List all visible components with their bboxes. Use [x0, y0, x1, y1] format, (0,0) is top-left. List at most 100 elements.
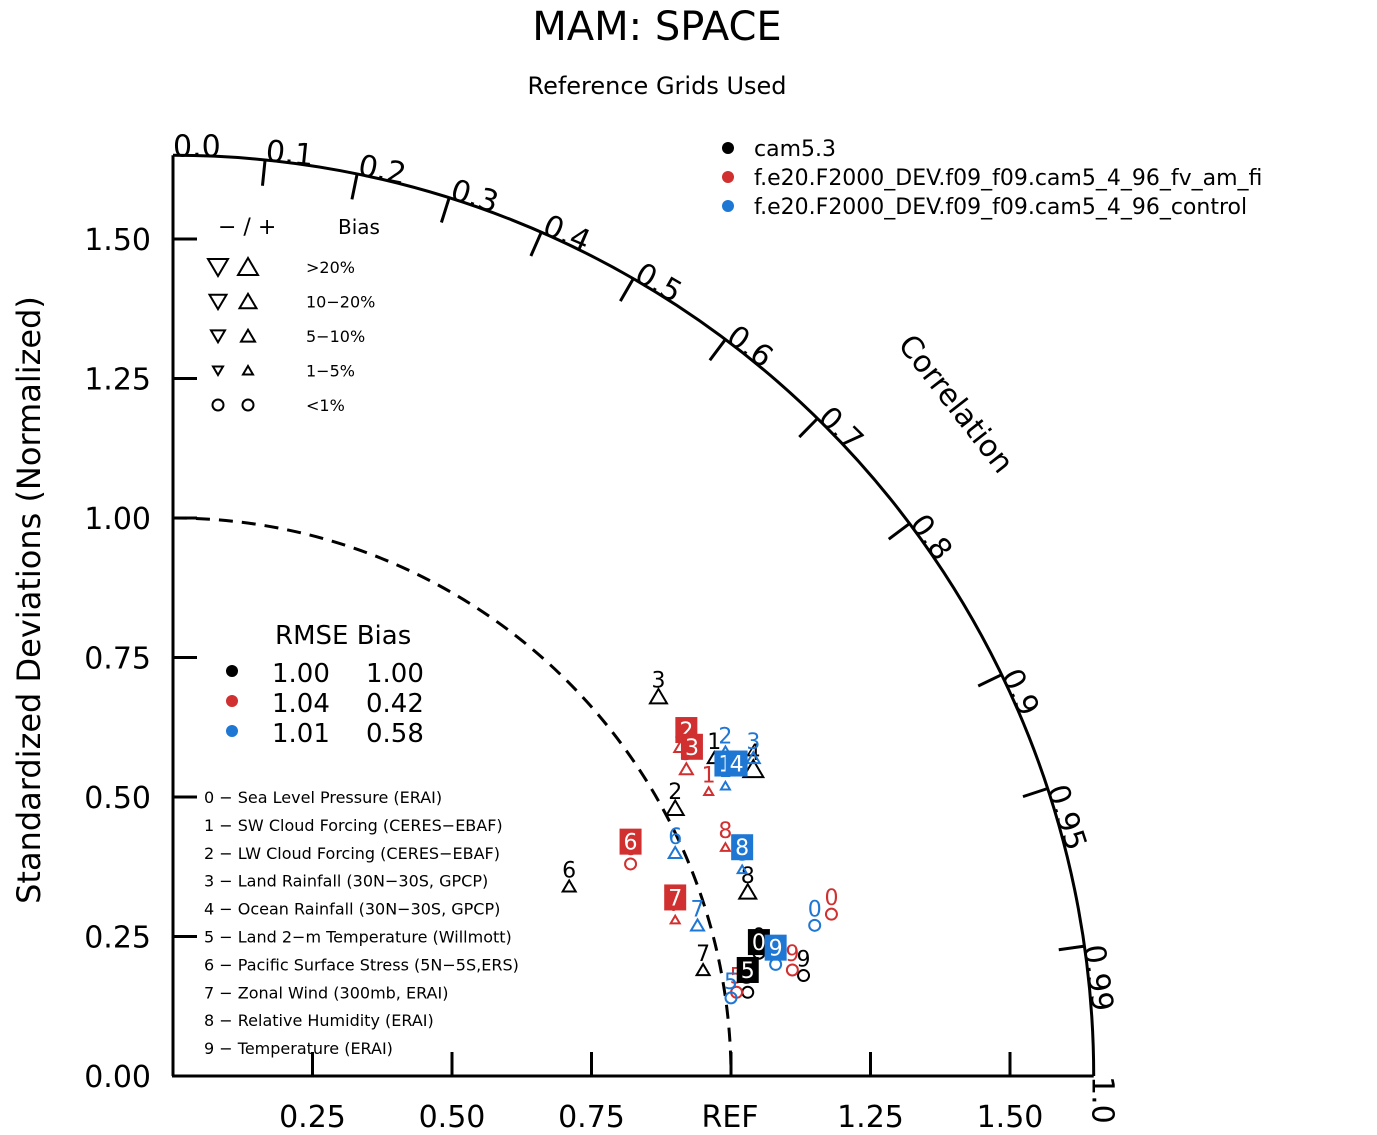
- bias-value: 0.42: [366, 689, 424, 719]
- variable-item: 9 − Temperature (ERAI): [204, 1039, 393, 1058]
- data-marker: [560, 878, 578, 893]
- data-label: 3: [746, 730, 760, 755]
- data-marker: [724, 991, 738, 1005]
- correlation-tick: [529, 231, 543, 257]
- correlation-tick-label: 1.0: [1085, 1076, 1120, 1124]
- data-label: 0: [808, 897, 822, 922]
- bias-value: 1.00: [366, 659, 424, 689]
- data-marker: [624, 857, 638, 871]
- rmse-marker: [226, 695, 238, 707]
- correlation-tick: [708, 338, 727, 362]
- highlight-box: [731, 834, 754, 861]
- legend-marker: [722, 142, 734, 154]
- data-marker: [668, 913, 682, 925]
- y-tick-label: 0.75: [84, 642, 151, 677]
- data-label: 1: [707, 730, 721, 755]
- y-tick-label: 0.25: [84, 921, 151, 956]
- ref-label: REF: [701, 1100, 758, 1135]
- data-label: 1: [702, 763, 716, 788]
- variable-item: 1 − SW Cloud Forcing (CERES−EBAF): [204, 816, 503, 835]
- data-label: 9: [797, 948, 811, 973]
- data-label: 6: [562, 858, 576, 883]
- variable-item: 4 − Ocean Rainfall (30N−30S, GPCP): [204, 900, 500, 919]
- data-label: 0: [824, 886, 838, 911]
- correlation-tick-label: 0.7: [811, 400, 870, 458]
- rmse-value: 1.00: [272, 659, 330, 689]
- correlation-tick: [350, 173, 359, 200]
- highlight-label: 8: [735, 836, 749, 861]
- rmse-value: 1.04: [272, 689, 330, 719]
- data-marker: [689, 917, 706, 932]
- triangle-up-icon: [241, 364, 255, 376]
- highlight-label: 0: [752, 931, 766, 956]
- data-marker: [735, 863, 749, 875]
- data-label: 7: [696, 942, 710, 967]
- bias-legend: − / + Bias >20% 10−20% 5−10% 1−5% <1%: [206, 215, 380, 415]
- data-marker: [808, 918, 822, 932]
- correlation-tick: [439, 197, 451, 223]
- variable-item: 8 − Relative Humidity (ERAI): [204, 1011, 434, 1030]
- rmse-table-header: RMSE Bias: [275, 621, 411, 651]
- correlation-arc: [172, 153, 1096, 1077]
- circle-icon: [241, 398, 255, 412]
- data-label: 8: [718, 819, 732, 844]
- data-marker: [678, 761, 695, 776]
- rmse-marker: [226, 665, 238, 677]
- bias-legend-row: 10−20%: [306, 293, 375, 312]
- correlation-tick-label: 0.95: [1039, 780, 1093, 854]
- highlight-label: 7: [668, 886, 682, 911]
- legend-marker: [722, 200, 734, 212]
- legend-label: f.e20.F2000_DEV.f09_f09.cam5_4_96_fv_am_…: [754, 166, 1262, 191]
- highlight-box: [725, 750, 748, 777]
- correlation-tick-label: 0.0: [173, 129, 221, 164]
- variable-item: 3 − Land Rainfall (30N−30S, GPCP): [204, 872, 488, 891]
- data-marker: [666, 844, 684, 859]
- bias-legend-row: 5−10%: [306, 327, 365, 346]
- correlation-tick: [798, 417, 819, 439]
- highlight-label: 9: [769, 937, 783, 962]
- data-label: 5: [724, 970, 738, 995]
- data-marker: [719, 841, 732, 852]
- data-label: 2: [668, 780, 682, 805]
- y-tick-label: 1.25: [84, 363, 151, 398]
- correlation-tick: [260, 159, 267, 186]
- correlation-tick: [1058, 944, 1085, 952]
- triangle-down-icon: [209, 329, 227, 345]
- highlight-label: 4: [730, 753, 744, 778]
- variable-item: 6 − Pacific Surface Stress (5N−5S,ERS): [204, 955, 519, 974]
- legend-label: cam5.3: [754, 137, 836, 162]
- legend: cam5.3 f.e20.F2000_DEV.f09_f09.cam5_4_96_…: [722, 137, 1262, 220]
- x-tick-label: 1.25: [837, 1100, 904, 1135]
- y-axis-label: Standardized Deviations (Normalized): [10, 296, 48, 904]
- x-tick-label: 0.25: [279, 1100, 346, 1135]
- triangle-down-icon: [207, 293, 229, 312]
- variable-item: 2 − LW Cloud Forcing (CERES−EBAF): [204, 844, 500, 863]
- data-marker: [797, 969, 811, 983]
- bias-legend-header: Bias: [338, 215, 380, 239]
- highlight-label: 5: [741, 959, 755, 984]
- data-label: 6: [668, 825, 682, 850]
- highlight-box: [764, 934, 787, 961]
- chart-subtitle: Reference Grids Used: [527, 72, 786, 100]
- rmse-marker: [226, 725, 238, 737]
- data-marker: [664, 798, 686, 816]
- data-marker: [719, 779, 732, 791]
- chart-title: MAM: SPACE: [532, 4, 781, 50]
- data-marker: [694, 962, 712, 977]
- data-points: 01234567890123567890123567890523671489: [560, 669, 838, 1005]
- triangle-up-icon: [239, 327, 257, 343]
- correlation-tick: [977, 673, 1003, 688]
- highlight-label: 6: [624, 831, 638, 856]
- correlation-tick-label: 0.6: [720, 319, 779, 376]
- bias-legend-row: 1−5%: [306, 362, 355, 381]
- variable-item: 0 − Sea Level Pressure (ERAI): [204, 788, 442, 807]
- correlation-tick-label: 0.8: [902, 508, 959, 567]
- bias-legend-row: <1%: [306, 396, 345, 415]
- data-label: 9: [785, 942, 799, 967]
- correlation-tick-label: 0.1: [264, 134, 315, 174]
- variable-item: 5 − Land 2−m Temperature (Willmott): [204, 928, 512, 947]
- data-marker: [745, 750, 762, 765]
- y-tick-label: 0.50: [84, 781, 151, 816]
- variable-list: 0 − Sea Level Pressure (ERAI) 1 − SW Clou…: [204, 788, 519, 1058]
